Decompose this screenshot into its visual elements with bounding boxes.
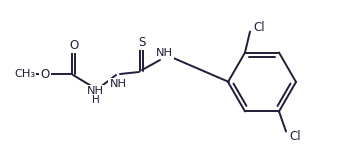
Text: O: O (40, 67, 50, 81)
Text: S: S (138, 35, 145, 49)
Text: NH: NH (156, 48, 172, 58)
Text: NH: NH (109, 79, 127, 89)
Text: H: H (92, 95, 100, 105)
Text: O: O (69, 39, 78, 51)
Text: NH: NH (86, 86, 104, 96)
Text: Cl: Cl (289, 130, 301, 143)
Text: Cl: Cl (253, 21, 265, 34)
Text: CH₃: CH₃ (14, 69, 35, 79)
